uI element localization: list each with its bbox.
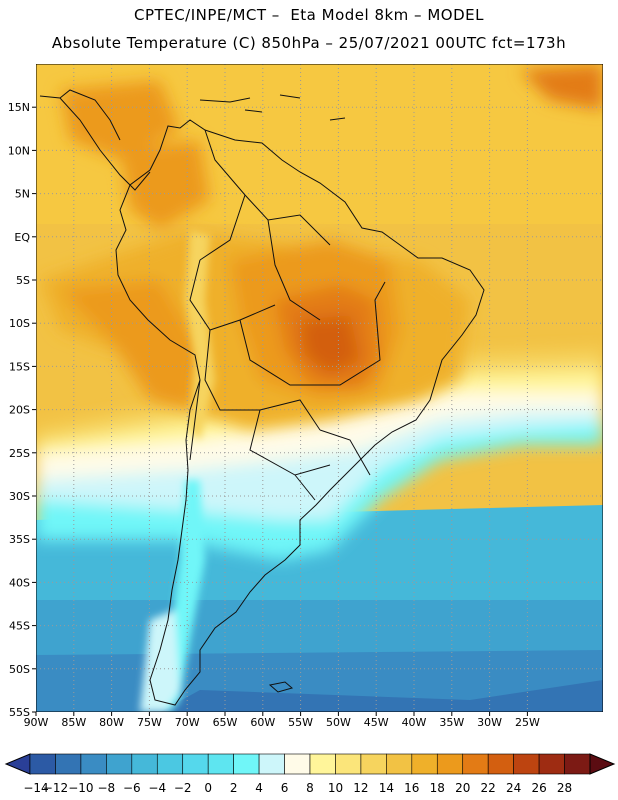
colorbar-label: 24 — [506, 781, 521, 795]
colorbar-swatch — [233, 753, 260, 775]
colorbar-swatch — [411, 753, 438, 775]
y-tick-label: 55S — [9, 706, 30, 719]
x-tick-label: 55W — [288, 716, 313, 729]
colorbar-swatch — [335, 753, 362, 775]
colorbar-arrow-high — [589, 753, 616, 775]
x-tick-label: 30W — [477, 716, 502, 729]
south-america-coastline — [115, 119, 485, 706]
colorbar-label: 6 — [281, 781, 289, 795]
x-tick-label: 35W — [439, 716, 464, 729]
colorbar-swatch — [513, 753, 540, 775]
map-title-line2: Absolute Temperature (C) 850hPa – 25/07/… — [51, 34, 567, 52]
x-tick-label: 40W — [402, 716, 427, 729]
country-borders — [189, 129, 386, 501]
y-tick-label: EQ — [14, 231, 30, 244]
y-tick-label: 5N — [15, 188, 30, 201]
caribbean-islands — [199, 94, 346, 121]
colorbar-swatches — [4, 753, 616, 775]
y-tick-label: 10S — [9, 317, 30, 330]
x-tick-label: 50W — [326, 716, 351, 729]
x-tick-label: 75W — [137, 716, 162, 729]
y-tick-label: 10N — [8, 144, 30, 157]
y-tick-label: 40S — [9, 576, 30, 589]
colorbar-swatch — [284, 753, 311, 775]
colorbar-label: 16 — [404, 781, 419, 795]
x-tick-label: 70W — [175, 716, 200, 729]
temperature-map: 90W 85W 80W 75W 70W 65W 60W 55W 50W 45W 40W 35W 30W 2… — [8, 64, 603, 729]
y-tick-label: 35S — [9, 533, 30, 546]
colorbar-label: −14 — [23, 781, 48, 795]
colorbar-arrow-low — [4, 753, 31, 775]
colorbar-label: 26 — [531, 781, 546, 795]
colorbar-swatch — [564, 753, 591, 775]
x-tick-label: 60W — [250, 716, 275, 729]
colorbar-swatch — [538, 753, 565, 775]
colorbar-label: 28 — [557, 781, 572, 795]
colorbar-label: −10 — [68, 781, 93, 795]
colorbar-swatch — [131, 753, 158, 775]
colorbar-swatch — [29, 753, 56, 775]
graticule — [36, 64, 603, 712]
colorbar-label: −2 — [174, 781, 192, 795]
colorbar-swatch — [106, 753, 133, 775]
colorbar-label: −8 — [98, 781, 116, 795]
y-tick-label: 25S — [9, 447, 30, 460]
colorbar-swatch — [156, 753, 184, 775]
map-title-line1: CPTEC/INPE/MCT – Eta Model 8km – MODEL — [134, 6, 484, 24]
colorbar-label: 12 — [353, 781, 368, 795]
temperature-field — [36, 64, 603, 712]
colorbar-label: 4 — [255, 781, 263, 795]
x-tick-label: 65W — [213, 716, 238, 729]
colorbar-label: −6 — [123, 781, 141, 795]
colorbar-swatch — [386, 753, 413, 775]
colorbar-label: −4 — [148, 781, 166, 795]
y-tick-label: 30S — [9, 490, 30, 503]
x-tick-label: 45W — [364, 716, 389, 729]
colorbar-label: 10 — [328, 781, 343, 795]
colorbar-swatch — [55, 753, 82, 775]
longitude-ticks: 90W 85W 80W 75W 70W 65W 60W 55W 50W 45W 40W 35W 30W 2… — [24, 712, 540, 729]
colorbar-swatch — [207, 753, 234, 775]
colorbar-swatch — [487, 753, 514, 775]
colorbar-swatch — [258, 753, 285, 775]
colorbar-swatch — [436, 753, 464, 775]
y-tick-label: 5S — [16, 274, 30, 287]
colorbar-label: 20 — [455, 781, 470, 795]
colorbar-label: 2 — [230, 781, 238, 795]
x-tick-label: 90W — [24, 716, 49, 729]
colorbar-label: 0 — [204, 781, 212, 795]
colorbar-label: 14 — [379, 781, 394, 795]
latitude-ticks: 15N 10N 5N EQ 5S 10S 15S 20S 25S 30S 35S 40S 45S 50S 5… — [8, 101, 36, 719]
colorbar-swatch — [80, 753, 107, 775]
coastlines — [39, 89, 485, 706]
falklands-islands — [268, 681, 294, 693]
y-tick-label: 15S — [9, 360, 30, 373]
x-tick-label: 80W — [99, 716, 124, 729]
x-tick-label: 25W — [515, 716, 540, 729]
colorbar-label: −12 — [43, 781, 68, 795]
colorbar-swatch — [360, 753, 387, 775]
colorbar-swatch — [462, 753, 489, 775]
y-tick-label: 15N — [8, 101, 30, 114]
colorbar-swatch — [182, 753, 209, 775]
y-tick-label: 50S — [9, 663, 30, 676]
colorbar-swatch — [309, 753, 336, 775]
colorbar-label: 22 — [481, 781, 496, 795]
colorbar: −14−12 −10 −8 −6 −4 −2 0 2 4 6 8 10 12 14 16 18 20 22 24 26… — [4, 753, 616, 795]
y-tick-label: 20S — [9, 404, 30, 417]
colorbar-label: 18 — [430, 781, 445, 795]
x-tick-label: 85W — [61, 716, 86, 729]
colorbar-label: 8 — [306, 781, 314, 795]
colorbar-labels: −14−12 −10 −8 −6 −4 −2 0 2 4 6 8 10 12 14 16 18 20 22 24 26… — [23, 781, 572, 795]
central-america-coastline — [39, 89, 151, 191]
y-tick-label: 45S — [9, 620, 30, 633]
